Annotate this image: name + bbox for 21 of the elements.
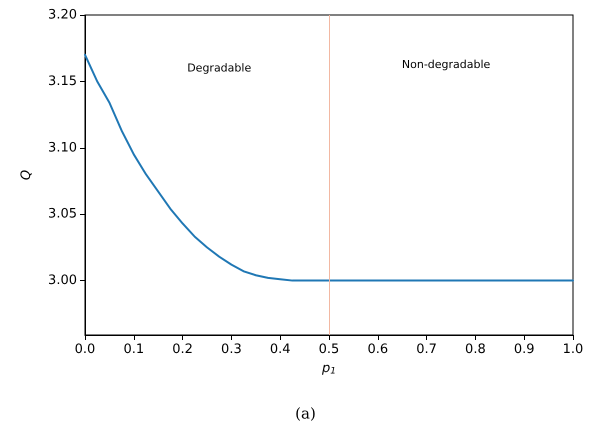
x-tick-label: 0.8 xyxy=(465,342,486,357)
y-tick-label: 3.10 xyxy=(48,140,77,156)
y-tick-label: 3.15 xyxy=(48,74,77,89)
x-tick-label: 0.4 xyxy=(270,342,291,357)
x-tick-label: 0.0 xyxy=(74,342,96,357)
x-tick-label: 0.7 xyxy=(416,342,437,357)
y-tick-label: 3.00 xyxy=(48,273,77,288)
text: (a) xyxy=(295,404,316,422)
y-tick-label: 3.05 xyxy=(48,206,77,222)
x-tick-label: 0.9 xyxy=(514,342,535,357)
annotation: Degradable xyxy=(187,61,252,74)
x-tick-label: 0.5 xyxy=(318,342,340,357)
x-tick-label: 0.1 xyxy=(123,342,144,357)
annotation: Non-degradable xyxy=(402,58,491,72)
y-tick-label: 3.20 xyxy=(48,8,77,22)
x-tick-label: 0.2 xyxy=(172,342,193,357)
y-axis-title: Q xyxy=(19,170,34,180)
x-tick-label: 0.3 xyxy=(221,342,242,357)
x-tick-label: 0.6 xyxy=(367,342,388,357)
line-series xyxy=(84,54,574,282)
x-tick-label: 1.0 xyxy=(562,342,584,357)
